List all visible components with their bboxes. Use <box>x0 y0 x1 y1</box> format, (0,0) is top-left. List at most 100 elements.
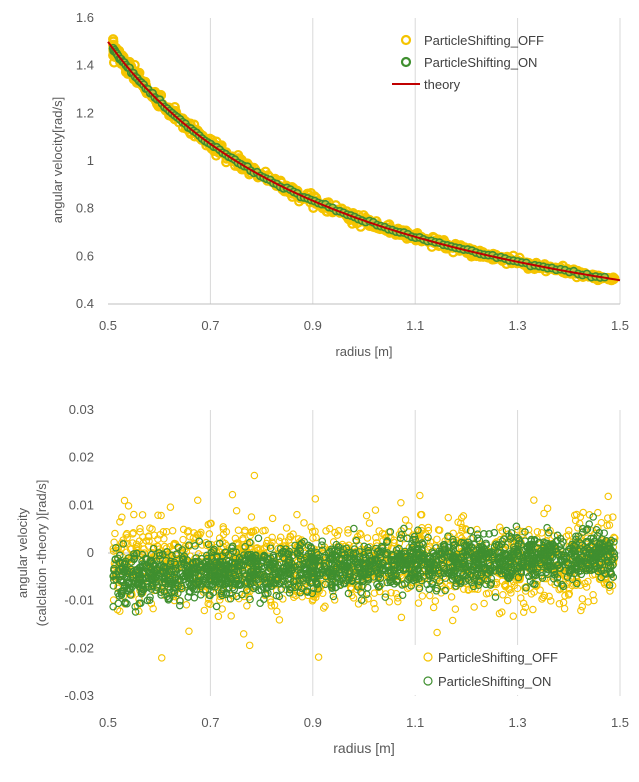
bottom-on-point <box>441 586 449 595</box>
bottom-on-point <box>360 570 369 579</box>
bottom-off-point <box>495 609 504 618</box>
bottom-on-point <box>277 549 286 558</box>
bottom-on-point <box>497 557 505 565</box>
bottom-on-point <box>458 568 466 577</box>
y-tick-label: 0.03 <box>69 402 94 417</box>
top-legend-theory-label: theory <box>424 77 461 92</box>
bottom-off-point <box>135 607 143 615</box>
bottom-off-point <box>204 599 212 608</box>
bottom-off-point <box>540 509 548 518</box>
bottom-on-point <box>284 581 293 589</box>
bottom-off-point <box>517 594 525 602</box>
bottom-on-point <box>169 576 177 585</box>
bottom-on-point <box>320 562 328 570</box>
bottom-on-point <box>270 559 278 568</box>
bottom-on-point <box>344 589 353 598</box>
bottom-on-point <box>504 557 513 566</box>
y-tick-label: 0.6 <box>76 248 94 263</box>
bottom-on-point <box>159 578 167 586</box>
bottom-on-point <box>190 579 198 588</box>
top-y-axis-label: angular velocity[rad/s] <box>50 97 65 223</box>
bottom-on-point <box>234 561 242 570</box>
bottom-off-point <box>585 511 594 519</box>
bottom-off-point <box>200 606 209 615</box>
bottom-on-point <box>513 555 522 563</box>
bottom-on-point <box>531 580 539 588</box>
bottom-on-point <box>610 538 618 546</box>
bottom-off-point <box>241 590 250 598</box>
bottom-on-point <box>149 559 158 568</box>
bottom-on-point <box>357 588 365 596</box>
bottom-on-point <box>410 573 418 581</box>
x-tick-label: 0.9 <box>304 715 322 730</box>
bottom-on-point <box>572 532 580 541</box>
bottom-on-point <box>603 553 612 561</box>
bottom-on-point <box>246 577 254 586</box>
bottom-on-point <box>284 555 293 564</box>
bottom-on-point <box>473 530 482 539</box>
bottom-on-point <box>376 574 385 583</box>
bottom-on-point <box>438 560 446 569</box>
bottom-on-point <box>134 574 143 583</box>
bottom-off-point <box>574 524 582 532</box>
bottom-off-point <box>482 590 491 598</box>
bottom-on-point <box>482 580 490 589</box>
bottom-on-point <box>131 608 140 616</box>
bottom-on-point <box>176 601 184 610</box>
bottom-on-point <box>178 555 187 564</box>
bottom-on-point <box>338 562 347 571</box>
bottom-off-point <box>285 536 293 544</box>
y-tick-label: 0.01 <box>69 497 94 512</box>
bottom-on-point <box>498 537 507 546</box>
bottom-on-point <box>413 562 421 570</box>
bottom-off-point <box>578 595 587 603</box>
bottom-off-point <box>182 600 191 609</box>
bottom-on-point <box>317 541 326 549</box>
bottom-y-tick-labels: -0.03 -0.02 -0.01 0 0.01 0.02 0.03 <box>64 402 94 703</box>
bottom-on-point <box>545 528 553 537</box>
bottom-off-point <box>273 607 281 616</box>
bottom-off-point <box>378 529 387 538</box>
bottom-on-point <box>497 566 506 574</box>
bottom-off-point <box>245 641 254 650</box>
bottom-on-point <box>401 565 410 573</box>
bottom-on-point <box>151 578 160 587</box>
bottom-off-point <box>509 612 518 620</box>
bottom-on-point <box>537 549 545 558</box>
bottom-off-point <box>597 518 606 527</box>
bottom-legend-on-marker <box>423 676 433 686</box>
bottom-on-point <box>285 588 294 597</box>
bottom-off-point <box>160 534 168 543</box>
bottom-on-point <box>374 583 383 591</box>
x-tick-label: 1.5 <box>611 715 629 730</box>
bottom-off-point <box>454 518 462 527</box>
bottom-off-point <box>219 525 228 533</box>
bottom-on-point <box>396 551 405 559</box>
bottom-off-point <box>459 512 468 520</box>
bottom-off-point <box>458 523 467 532</box>
bottom-on-point <box>469 582 478 591</box>
bottom-off-point <box>168 527 177 535</box>
bottom-on-point <box>605 581 614 589</box>
bottom-off-point <box>397 613 406 622</box>
top-x-axis-label: radius [m] <box>335 344 392 359</box>
bottom-off-point <box>276 533 285 541</box>
bottom-on-point <box>364 546 373 555</box>
bottom-off-point <box>418 592 427 600</box>
bottom-off-point <box>370 589 379 597</box>
bottom-on-point <box>392 546 401 554</box>
x-tick-label: 0.9 <box>304 318 322 333</box>
bottom-on-point <box>339 571 347 579</box>
bottom-on-point <box>151 569 159 577</box>
bottom-on-point <box>121 565 130 573</box>
bottom-on-point <box>109 582 118 590</box>
bottom-on-point <box>203 554 212 563</box>
bottom-on-point <box>128 579 136 588</box>
bottom-on-point <box>285 580 293 589</box>
bottom-on-point <box>490 542 499 551</box>
bottom-on-point <box>296 540 305 549</box>
bottom-on-point <box>517 569 526 577</box>
bottom-off-point <box>247 513 256 521</box>
bottom-off-point <box>387 588 395 597</box>
bottom-on-point <box>215 539 224 548</box>
